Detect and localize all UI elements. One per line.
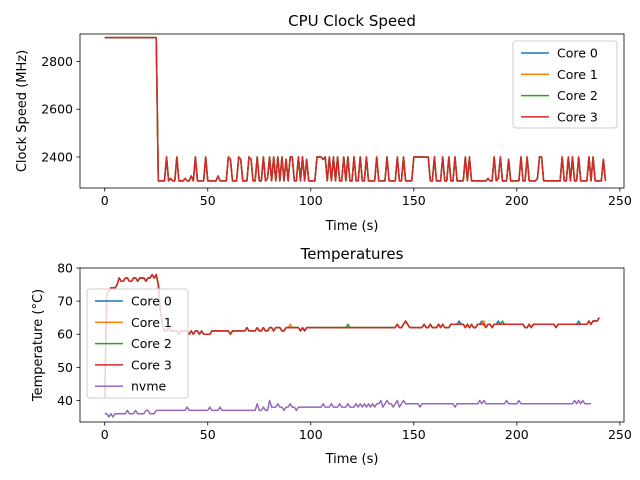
x-tick-label: 50 — [200, 427, 216, 442]
y-ticks: 2400 2600 2800 — [41, 54, 80, 164]
x-axis-label: Time (s) — [325, 452, 379, 467]
legend-label: Core 2 — [557, 88, 598, 103]
x-axis-label: Time (s) — [325, 219, 379, 234]
y-tick-label: 80 — [57, 261, 73, 276]
axes-frame — [79, 267, 625, 423]
x-tick-label: 0 — [101, 193, 109, 208]
x-tick-label: 50 — [200, 193, 216, 208]
legend-label: nvme — [131, 379, 166, 394]
x-tick-label: 0 — [101, 427, 109, 442]
legend-label: Core 3 — [557, 109, 598, 124]
y-tick-label: 50 — [57, 360, 73, 375]
x-tick-label: 200 — [505, 427, 529, 442]
x-tick-label: 250 — [608, 427, 632, 442]
legend-box — [512, 40, 618, 129]
legend-label: Core 1 — [131, 315, 172, 330]
x-tick-label: 150 — [402, 427, 426, 442]
chart-title: Temperatures — [300, 245, 404, 263]
x-tick-label: 200 — [505, 193, 529, 208]
series-line-core-3 — [104, 36, 607, 182]
legend-label: Core 0 — [557, 46, 598, 61]
y-tick-label: 70 — [57, 294, 73, 309]
y-tick-label: 2600 — [41, 102, 73, 117]
legend: Core 0 Core 1 Core 2 Core 3 nvme — [86, 288, 189, 399]
series-lines — [104, 36, 607, 182]
x-ticks: 0 50 100 150 200 250 — [101, 188, 632, 208]
y-axis-label: Clock Speed (MHz) — [15, 50, 30, 172]
legend-label: Core 3 — [131, 357, 172, 372]
legend-label: Core 0 — [131, 294, 172, 309]
y-tick-label: 60 — [57, 327, 73, 342]
legend-label: Core 1 — [557, 67, 598, 82]
x-tick-label: 100 — [299, 193, 323, 208]
y-axis-label: Temperature (°C) — [31, 289, 46, 402]
x-tick-label: 250 — [608, 193, 632, 208]
chart-title: CPU Clock Speed — [288, 12, 416, 30]
y-tick-label: 2400 — [41, 149, 73, 164]
y-tick-label: 40 — [57, 393, 73, 408]
x-tick-label: 100 — [299, 427, 323, 442]
x-tick-label: 150 — [402, 193, 426, 208]
y-ticks: 40 50 60 70 80 — [57, 261, 80, 408]
axes-frame — [79, 33, 625, 189]
x-ticks: 0 50 100 150 200 250 — [101, 422, 632, 442]
legend: Core 0 Core 1 Core 2 Core 3 — [512, 40, 618, 129]
legend-box — [86, 288, 189, 399]
cpu-clock-speed-axes: 0 50 100 150 200 250 2400 2600 2800 CPU Clock S… — [15, 12, 632, 234]
legend-label: Core 2 — [131, 336, 172, 351]
series-line-nvme — [104, 399, 592, 418]
y-tick-label: 2800 — [41, 54, 73, 69]
